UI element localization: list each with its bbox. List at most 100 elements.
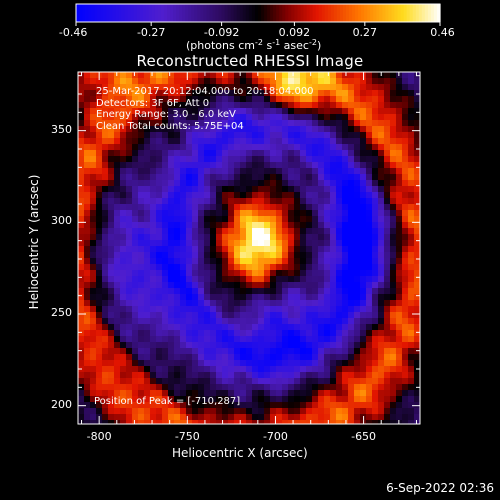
image-pixel: [252, 312, 259, 319]
image-pixel: [228, 252, 235, 259]
image-pixel: [252, 96, 259, 103]
image-pixel: [90, 258, 97, 265]
image-pixel: [396, 240, 403, 247]
colorbar-segment: [97, 4, 101, 22]
image-pixel: [294, 414, 301, 421]
image-pixel: [168, 330, 175, 337]
image-pixel: [186, 96, 193, 103]
image-pixel: [342, 384, 349, 391]
image-pixel: [354, 78, 361, 85]
image-pixel: [276, 336, 283, 343]
image-pixel: [390, 126, 397, 133]
image-pixel: [270, 288, 277, 295]
image-pixel: [378, 210, 385, 217]
image-pixel: [408, 132, 415, 139]
image-pixel: [150, 264, 157, 271]
image-pixel: [372, 306, 379, 313]
image-pixel: [234, 300, 241, 307]
image-pixel: [348, 246, 355, 253]
image-pixel: [180, 84, 187, 91]
image-pixel: [78, 360, 85, 367]
image-pixel: [414, 252, 421, 259]
image-pixel: [198, 108, 205, 115]
image-pixel: [324, 102, 331, 109]
image-pixel: [114, 222, 121, 229]
image-pixel: [144, 420, 151, 425]
image-pixel: [132, 258, 139, 265]
image-pixel: [258, 84, 265, 91]
image-pixel: [336, 360, 343, 367]
image-pixel: [120, 378, 127, 385]
image-pixel: [294, 396, 301, 403]
image-pixel: [234, 78, 241, 85]
colorbar-segment: [306, 4, 311, 22]
image-pixel: [144, 354, 151, 361]
image-pixel: [396, 330, 403, 337]
image-pixel: [144, 210, 151, 217]
image-pixel: [258, 156, 265, 163]
image-pixel: [126, 312, 133, 319]
image-pixel: [174, 420, 181, 425]
image-pixel: [222, 102, 229, 109]
image-pixel: [84, 162, 91, 169]
image-pixel: [90, 348, 97, 355]
image-pixel: [192, 222, 199, 229]
image-pixel: [138, 420, 145, 425]
image-pixel: [408, 162, 415, 169]
image-pixel: [252, 168, 259, 175]
image-pixel: [294, 108, 301, 115]
image-pixel: [330, 324, 337, 331]
image-pixel: [354, 198, 361, 205]
image-pixel: [396, 390, 403, 397]
image-pixel: [108, 84, 115, 91]
image-pixel: [198, 168, 205, 175]
image-pixel: [294, 402, 301, 409]
image-pixel: [258, 204, 265, 211]
image-pixel: [108, 342, 115, 349]
image-pixel: [186, 192, 193, 199]
image-pixel: [324, 78, 331, 85]
image-pixel: [384, 390, 391, 397]
image-pixel: [414, 276, 421, 283]
image-pixel: [246, 318, 253, 325]
image-pixel: [414, 84, 421, 91]
image-pixel: [162, 360, 169, 367]
image-pixel: [252, 258, 259, 265]
image-pixel: [372, 294, 379, 301]
image-pixel: [90, 120, 97, 127]
image-pixel: [288, 186, 295, 193]
image-pixel: [150, 372, 157, 379]
image-pixel: [300, 324, 307, 331]
image-pixel: [282, 180, 289, 187]
image-pixel: [324, 222, 331, 229]
image-pixel: [114, 360, 121, 367]
image-pixel: [276, 120, 283, 127]
image-pixel: [210, 408, 217, 415]
image-pixel: [144, 258, 151, 265]
image-pixel: [318, 384, 325, 391]
image-pixel: [216, 402, 223, 409]
image-pixel: [222, 192, 229, 199]
image-pixel: [252, 318, 259, 325]
image-pixel: [228, 156, 235, 163]
image-pixel: [312, 408, 319, 415]
image-pixel: [246, 336, 253, 343]
image-pixel: [204, 168, 211, 175]
image-pixel: [216, 204, 223, 211]
image-pixel: [126, 168, 133, 175]
image-pixel: [78, 162, 85, 169]
image-pixel: [372, 126, 379, 133]
image-pixel: [264, 240, 271, 247]
image-pixel: [312, 84, 319, 91]
image-pixel: [144, 72, 151, 79]
image-pixel: [288, 90, 295, 97]
image-pixel: [264, 216, 271, 223]
image-pixel: [138, 276, 145, 283]
image-pixel: [192, 114, 199, 121]
image-pixel: [246, 402, 253, 409]
image-pixel: [312, 198, 319, 205]
image-pixel: [192, 84, 199, 91]
image-pixel: [402, 414, 409, 421]
colorbar-segment: [297, 4, 302, 22]
image-pixel: [84, 276, 91, 283]
